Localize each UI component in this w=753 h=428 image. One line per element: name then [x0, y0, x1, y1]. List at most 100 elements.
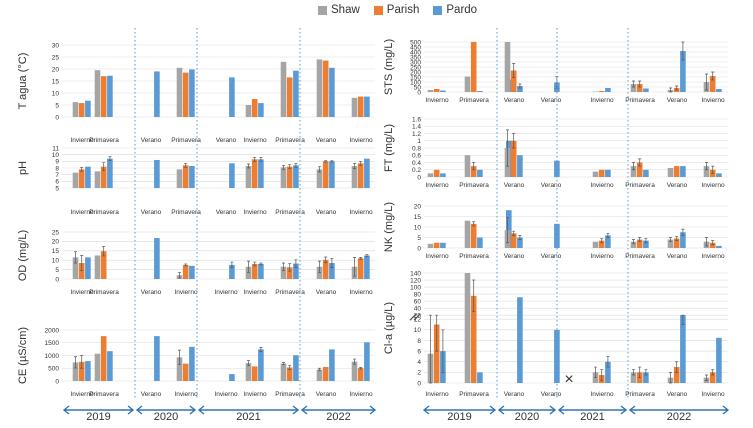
- bar-tagua-pardo: [258, 103, 264, 117]
- bar-ph-shaw: [280, 167, 287, 188]
- bar-cla-pardo: [477, 372, 483, 383]
- year-label: 2019: [447, 411, 471, 423]
- bar-ce-shaw: [316, 369, 323, 381]
- tick-label-cla: 10: [414, 327, 422, 334]
- error-bar-sts: [681, 41, 685, 61]
- error-bar-od: [353, 257, 356, 277]
- tick-label-ft: 1.4: [412, 124, 421, 131]
- bar-ft-shaw: [464, 155, 471, 177]
- category-label-tagua: Verano: [141, 137, 162, 144]
- error-bar-ph: [288, 164, 292, 170]
- category-label-nk: Invierno: [590, 253, 614, 260]
- bar-nk-pardo: [517, 237, 523, 248]
- bar-cla-pardo: [605, 361, 611, 383]
- category-label-ce: Invierno: [214, 391, 238, 398]
- bar-nk-parish: [470, 223, 477, 248]
- legend-label-pardo: Pardo: [446, 4, 478, 16]
- error-bar-cla: [681, 314, 685, 325]
- bar-ft-pardo: [440, 173, 446, 177]
- category-label-od: Invierno: [214, 289, 238, 296]
- bar-od-pardo: [154, 238, 160, 279]
- legend-item-pardo: Pardo: [433, 4, 477, 16]
- y-axis-label-cla: Cl-a (µg/L): [383, 302, 395, 354]
- error-bar-cla: [606, 356, 610, 368]
- error-bar-ce: [282, 362, 285, 366]
- bar-ce-pardo: [293, 355, 299, 381]
- tick-label-tagua: 30: [52, 42, 60, 49]
- category-label-tagua: Invierno: [243, 137, 267, 144]
- bar-ph-parish: [78, 169, 85, 188]
- tick-label-nk: 15: [414, 214, 422, 221]
- tick-label-ce: 1000: [45, 353, 60, 360]
- error-bar-od: [178, 272, 181, 279]
- bar-ce-pardo: [329, 349, 335, 381]
- category-label-ce: Invierno: [349, 391, 373, 398]
- bar-ce-shaw: [245, 363, 252, 381]
- category-label-ph: Primavera: [171, 209, 201, 216]
- tick-label-cla: 80: [414, 291, 422, 298]
- bar-cla-parish: [433, 324, 440, 383]
- error-bar-od: [259, 262, 263, 266]
- bar-od-shaw: [94, 255, 101, 279]
- bar-sts-parish: [433, 89, 440, 92]
- category-label-od: Invierno: [70, 289, 94, 296]
- category-label-ce: Verano: [141, 391, 162, 398]
- legend-label-parish: Parish: [386, 4, 420, 16]
- category-label-ft: Primavera: [459, 182, 489, 189]
- error-bar-od: [282, 262, 285, 271]
- bar-ce-shaw: [176, 357, 183, 381]
- tick-label-nk: 0: [417, 245, 421, 252]
- error-bar-ce: [80, 355, 84, 369]
- category-label-tagua: Primavera: [171, 137, 201, 144]
- tick-label-sts: 250: [410, 64, 421, 71]
- y-axis-label-od: OD (mg/L): [17, 230, 29, 281]
- error-bar-ce: [74, 356, 77, 369]
- error-bar-ce: [288, 365, 292, 370]
- tick-label-tagua: 15: [52, 78, 60, 85]
- error-bar-cla: [594, 366, 597, 379]
- year-arrow: [628, 405, 730, 415]
- bar-od-parish: [100, 251, 107, 279]
- error-bar-ph: [259, 156, 263, 162]
- category-label-cla: Invierno: [701, 391, 725, 398]
- bar-cla-parish: [709, 372, 716, 383]
- bar-nk-pardo: [680, 232, 686, 248]
- bar-sts-pardo: [440, 90, 446, 92]
- bar-tagua-shaw: [280, 61, 287, 117]
- tick-label-cla: 6: [417, 348, 421, 355]
- error-bar-od: [318, 260, 321, 273]
- error-bar-ce: [247, 360, 250, 367]
- category-label-nk: Invierno: [701, 253, 725, 260]
- tick-label-cla: 100: [410, 284, 421, 291]
- bar-ce-shaw: [72, 362, 79, 381]
- bar-od-shaw: [316, 266, 323, 279]
- tick-label-ph: 7: [55, 172, 59, 179]
- bar-tagua-parish: [357, 96, 364, 117]
- bar-od-pardo: [329, 263, 335, 279]
- error-bar-nk: [472, 221, 476, 227]
- error-bar-ce: [353, 358, 356, 365]
- category-label-od: Invierno: [174, 289, 198, 296]
- bar-ft-parish: [636, 162, 643, 177]
- bar-tagua-parish: [100, 76, 107, 117]
- error-bar-ce: [178, 349, 181, 365]
- error-bar-nk: [632, 239, 635, 245]
- error-bar-nk: [600, 238, 604, 244]
- bar-cla-pardo: [680, 315, 686, 383]
- error-bar-ph: [102, 162, 106, 172]
- bar-ph-shaw: [351, 166, 358, 188]
- tick-label-ft: 1.6: [412, 116, 421, 123]
- legend-swatch-pardo: [433, 5, 443, 15]
- bar-od-shaw: [245, 266, 252, 279]
- category-label-ce: Invierno: [174, 391, 198, 398]
- bar-ph-pardo: [329, 161, 335, 188]
- category-label-tagua: Primavera: [275, 137, 305, 144]
- error-bar-od: [80, 255, 84, 271]
- category-label-ft: Invierno: [590, 182, 614, 189]
